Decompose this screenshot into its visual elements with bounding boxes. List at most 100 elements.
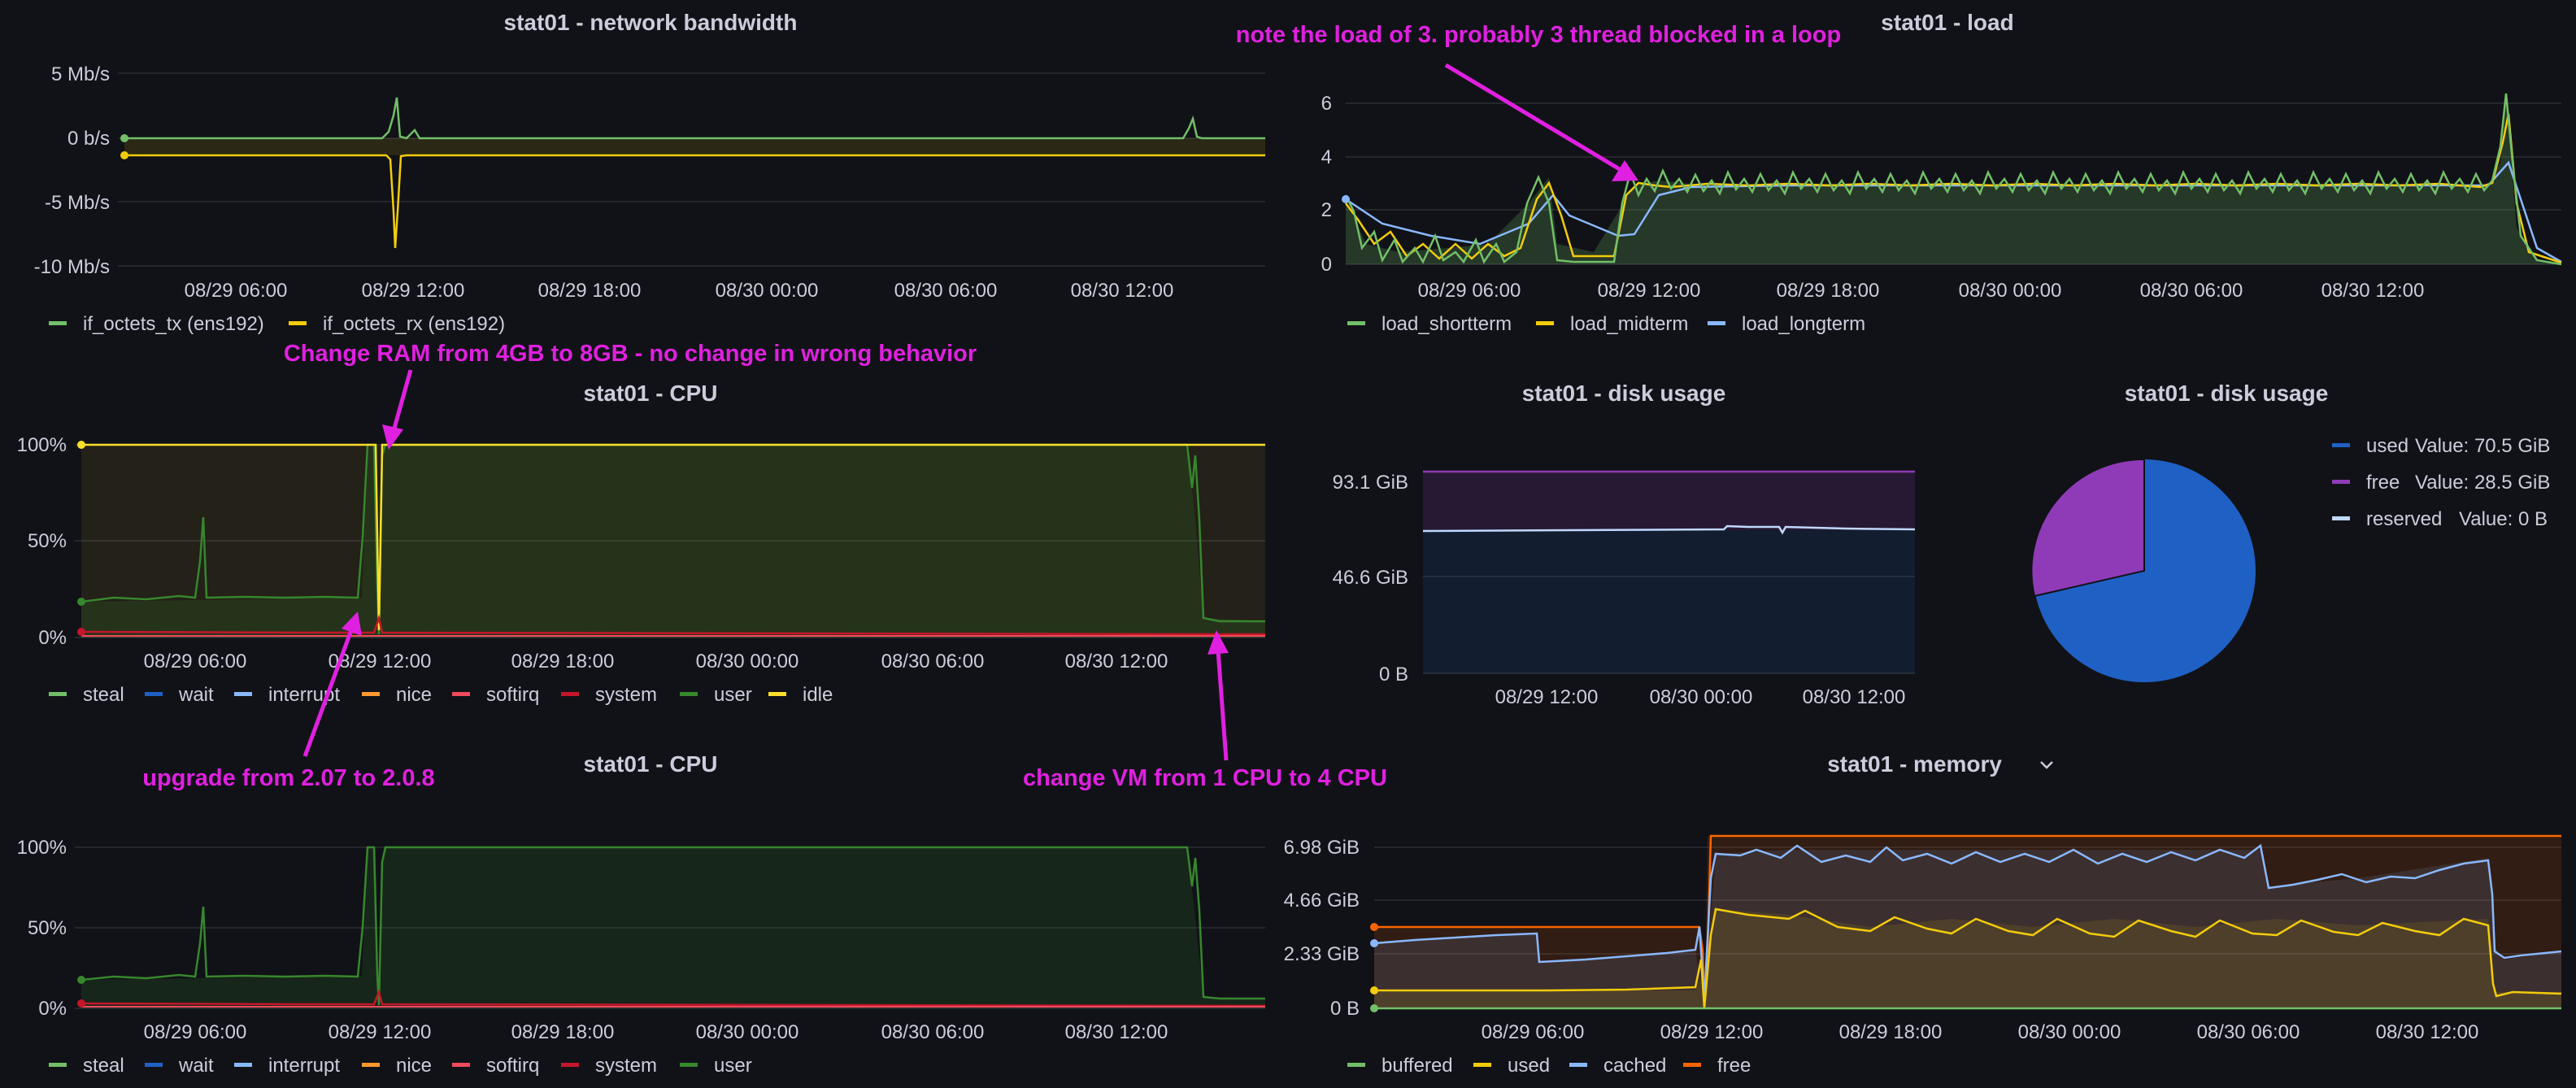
- rx-area: [124, 138, 1265, 155]
- series-start-dot: [1342, 195, 1350, 203]
- series-start-dot: [77, 999, 85, 1007]
- series-line-idle: [81, 443, 1265, 631]
- legend-item[interactable]: wait: [145, 1055, 214, 1077]
- legend-item[interactable]: load_shortterm: [1347, 313, 1512, 335]
- panel-cpu[interactable]: stat01 - CPU 100% 50% 0% 08/29 06:00 08/…: [17, 381, 1266, 706]
- annotation-text: upgrade from 2.07 to 2.0.8: [142, 765, 434, 791]
- chevron-down-icon[interactable]: [2040, 761, 2053, 769]
- legend-item[interactable]: idle: [768, 684, 833, 706]
- y-tick: 0: [1321, 254, 1332, 276]
- legend-label: used: [1508, 1055, 1550, 1077]
- panel-title[interactable]: stat01 - network bandwidth: [504, 10, 798, 35]
- y-tick: 93.1 GiB: [1333, 472, 1408, 494]
- x-tick: 08/29 06:00: [1482, 1021, 1585, 1043]
- legend-swatch: [49, 692, 67, 696]
- y-tick: 0%: [38, 627, 67, 649]
- legend-item[interactable]: user: [680, 684, 752, 706]
- panel-title[interactable]: stat01 - CPU: [584, 751, 718, 777]
- legend-item[interactable]: load_longterm: [1708, 313, 1865, 335]
- y-tick: 6: [1321, 93, 1332, 115]
- x-tick: 08/30 06:00: [2140, 280, 2243, 302]
- annotation-ram: Change RAM from 4GB to 8GB - no change i…: [284, 341, 977, 450]
- legend-item[interactable]: steal: [49, 1055, 124, 1077]
- legend-swatch: [680, 1063, 698, 1067]
- legend-label: free: [1717, 1055, 1751, 1077]
- legend-item[interactable]: interrupt: [234, 1055, 340, 1077]
- series-start-dot: [77, 441, 85, 449]
- y-tick: 5 Mb/s: [51, 63, 110, 85]
- legend-item[interactable]: nice: [362, 684, 432, 706]
- panel-cpu-2[interactable]: stat01 - CPU 100% 50% 0% 08/29 06:00 08/…: [17, 751, 1266, 1077]
- legend-item[interactable]: if_octets_tx (ens192): [49, 313, 264, 335]
- panel-network-bandwidth[interactable]: stat01 - network bandwidth 5 Mb/s 0 b/s …: [34, 10, 1265, 335]
- legend-item[interactable]: free: [1683, 1055, 1751, 1077]
- x-tick: 08/30 00:00: [716, 280, 819, 302]
- annotation-text: Change RAM from 4GB to 8GB - no change i…: [284, 341, 977, 367]
- legend-item[interactable]: nice: [362, 1055, 432, 1077]
- x-tick: 08/30 06:00: [881, 1021, 985, 1043]
- annotation-arrow: [302, 629, 354, 757]
- series-start-dot: [77, 628, 85, 636]
- legend-item[interactable]: load_midterm: [1536, 313, 1688, 335]
- legend-label: idle: [803, 684, 833, 706]
- legend-swatch: [2332, 480, 2350, 484]
- legend-item[interactable]: if_octets_rx (ens192): [289, 313, 505, 335]
- legend-item[interactable]: user: [680, 1055, 752, 1077]
- legend-item[interactable]: softirq: [452, 1055, 539, 1077]
- legend-item[interactable]: softirq: [452, 684, 539, 706]
- x-tick: 08/30 12:00: [1803, 686, 1906, 708]
- annotation-text: change VM from 1 CPU to 4 CPU: [1023, 765, 1387, 791]
- panel-memory[interactable]: stat01 - memory 6.98 GiB 4.66 GiB 2.33 G…: [1284, 751, 2562, 1077]
- x-tick: 08/30 12:00: [1065, 651, 1168, 672]
- legend-label: softirq: [486, 1055, 539, 1077]
- legend-item[interactable]: used Value: 70.5 GiB: [2332, 435, 2550, 457]
- x-tick: 08/29 18:00: [511, 1021, 615, 1043]
- legend-swatch: [561, 692, 579, 696]
- legend-item[interactable]: system: [561, 1055, 657, 1077]
- panel-load[interactable]: stat01 - load 6 4 2 0 08/29 06:00 08/29 …: [1321, 10, 2562, 335]
- y-tick: 50%: [28, 530, 67, 552]
- legend-swatch: [234, 692, 252, 696]
- panel-title[interactable]: stat01 - disk usage: [1522, 381, 1726, 406]
- legend-swatch: [145, 1063, 163, 1067]
- x-tick: 08/30 00:00: [696, 651, 799, 672]
- x-tick: 08/29 12:00: [1495, 686, 1599, 708]
- series-line-tx: [124, 97, 1265, 140]
- legend-item[interactable]: free Value: 28.5 GiB: [2332, 472, 2550, 494]
- legend-label: free: [2366, 472, 2400, 494]
- x-tick: 08/29 18:00: [1777, 280, 1880, 302]
- panel-title[interactable]: stat01 - disk usage: [2125, 381, 2329, 406]
- panel-disk-usage[interactable]: stat01 - disk usage 93.1 GiB 46.6 GiB 0 …: [1333, 381, 1916, 708]
- x-tick: 08/29 12:00: [362, 280, 465, 302]
- x-tick: 08/29 12:00: [329, 1021, 432, 1043]
- legend-swatch: [1708, 321, 1725, 325]
- y-tick: 100%: [17, 434, 67, 456]
- legend-item[interactable]: system: [561, 684, 657, 706]
- panel-title[interactable]: stat01 - load: [1881, 10, 2013, 35]
- series-start-dot: [1370, 1004, 1378, 1012]
- panel-title[interactable]: stat01 - memory: [1827, 751, 2002, 777]
- legend-item[interactable]: used: [1473, 1055, 1550, 1077]
- legend-label: buffered: [1382, 1055, 1453, 1077]
- legend-item[interactable]: buffered: [1347, 1055, 1453, 1077]
- legend-swatch: [234, 1063, 252, 1067]
- x-tick: 08/30 12:00: [2321, 280, 2425, 302]
- legend-swatch: [680, 692, 698, 696]
- legend-item[interactable]: cached: [1569, 1055, 1666, 1077]
- legend-label: system: [595, 684, 657, 706]
- legend-swatch: [768, 692, 786, 696]
- legend-item[interactable]: wait: [145, 684, 214, 706]
- legend-swatch: [1536, 321, 1554, 325]
- panel-disk-usage-pie[interactable]: stat01 - disk usage used Value: 70.5 GiB…: [2030, 381, 2550, 682]
- y-tick: -5 Mb/s: [45, 192, 110, 214]
- x-tick: 08/29 12:00: [1660, 1021, 1764, 1043]
- x-tick: 08/30 06:00: [894, 280, 998, 302]
- panel-title[interactable]: stat01 - CPU: [584, 381, 718, 406]
- legend-item[interactable]: reserved Value: 0 B: [2332, 508, 2548, 530]
- x-tick: 08/30 00:00: [696, 1021, 799, 1043]
- x-tick: 08/30 12:00: [1065, 1021, 1168, 1043]
- legend-item[interactable]: steal: [49, 684, 124, 706]
- x-tick: 08/29 12:00: [329, 651, 432, 672]
- x-tick: 08/30 00:00: [1650, 686, 1753, 708]
